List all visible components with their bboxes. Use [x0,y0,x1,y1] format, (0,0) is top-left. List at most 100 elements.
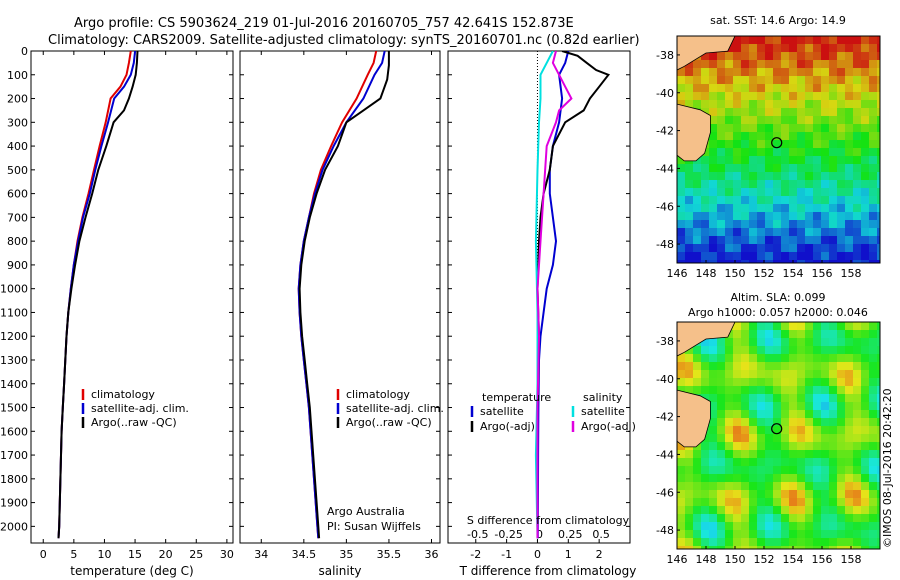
depth-tick-label: 700 [7,211,28,224]
map-cell [773,346,782,355]
map-cell [829,346,838,355]
map-cell [853,498,862,507]
map-cell [877,260,880,263]
map-cell [725,180,734,189]
map-cell [789,156,798,165]
t-tick-label: 2 [596,548,603,561]
map-cell [869,92,878,101]
map-cell [845,378,854,387]
map-cell [773,458,782,467]
map-cell [877,466,880,475]
legend-label: climatology [346,388,410,401]
map-cell [845,124,854,133]
map-cell [685,84,694,93]
x-tick-label: 30 [220,548,234,561]
map-cell [781,124,790,133]
map-cell [829,506,838,515]
map-cell [861,116,870,125]
map-cell [869,418,878,427]
map-cell [861,466,870,475]
map-cell [685,370,694,379]
map-cell [677,522,686,531]
map-cell [797,84,806,93]
map-cell [717,418,726,427]
depth-tick-label: 2000 [0,520,28,533]
map-cell [853,252,862,261]
map-cell [869,188,878,197]
map-cell [701,458,710,467]
map-cell [701,546,710,549]
map-cell [733,402,742,411]
map-cell [677,370,686,379]
map-cell [877,52,880,61]
map-cell [773,362,782,371]
map-cell [741,260,750,263]
map-cell [829,212,838,221]
map-cell [773,140,782,149]
map-cell [741,466,750,475]
map-cell [765,530,774,539]
map-cell [781,132,790,141]
map-cell [813,338,822,347]
map-cell [789,220,798,229]
map-cell [781,164,790,173]
map-cell [845,100,854,109]
map-cell [709,474,718,483]
map-cell [677,506,686,515]
map-cell [701,164,710,173]
map-cell [693,490,702,499]
map-cell [725,220,734,229]
map-cell [861,148,870,157]
map-cell [821,338,830,347]
map-cell [829,378,838,387]
map-cell [757,148,766,157]
map-cell [765,60,774,69]
map-cell [869,410,878,419]
depth-tick-label: 1000 [0,283,28,296]
map-cell [789,538,798,547]
map-cell [709,434,718,443]
map-cell [869,338,878,347]
map-cell [765,164,774,173]
map-cell [837,236,846,245]
map-cell [813,36,822,45]
map-cell [877,68,880,77]
map-cell [765,546,774,549]
map-cell [709,140,718,149]
map-cell [717,442,726,451]
map-cell [725,172,734,181]
map-cell [869,172,878,181]
map-cell [877,378,880,387]
map-cell [765,522,774,531]
lat-tick-label: -48 [656,238,674,251]
map-cell [765,140,774,149]
map-cell [853,410,862,419]
map-cell [877,228,880,237]
map-cell [805,212,814,221]
map-cell [853,378,862,387]
map-cell [813,44,822,53]
map-cell [845,418,854,427]
map-cell [733,506,742,515]
map-cell [749,244,758,253]
map-cell [805,410,814,419]
map-cell [829,220,838,229]
map-cell [733,228,742,237]
map-cell [813,124,822,133]
map-cell [709,394,718,403]
map-cell [813,148,822,157]
map-cell [789,100,798,109]
map-cell [845,68,854,77]
map-cell [805,322,814,331]
map-cell [765,228,774,237]
lat-tick-label: -44 [656,448,674,461]
map-cell [741,116,750,125]
map-cell [845,140,854,149]
map-cell [725,418,734,427]
map-cell [781,330,790,339]
map-cell [813,458,822,467]
map-cell [717,506,726,515]
map-cell [677,100,686,109]
map-cell [813,132,822,141]
map-cell [765,458,774,467]
